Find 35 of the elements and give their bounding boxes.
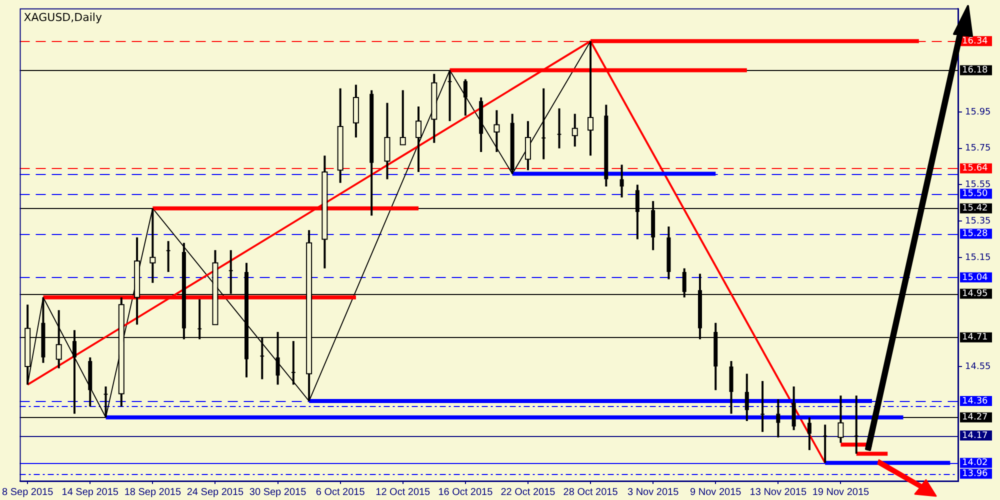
x-tick-label: 3 Nov 2015: [627, 486, 680, 498]
x-tick-label: 12 Oct 2015: [376, 486, 431, 498]
x-tick-label: 14 Sep 2015: [62, 486, 119, 498]
ref-line-label: 14.36: [962, 396, 988, 406]
y-tick-label: 15.55: [965, 180, 991, 190]
ref-line-label: 15.50: [962, 189, 988, 200]
x-tick-label: 13 Nov 2015: [750, 486, 807, 498]
y-tick-label: 14.55: [965, 362, 991, 372]
x-tick-label: 19 Nov 2015: [812, 486, 870, 498]
x-tick-label: 22 Oct 2015: [500, 486, 556, 498]
ref-line-label: 14.17: [962, 430, 988, 441]
x-tick-label: 16 Oct 2015: [438, 486, 494, 498]
x-tick-label: 8 Sep 2015: [2, 486, 54, 498]
y-tick-label: 15.15: [965, 252, 991, 263]
ref-line-label: 14.71: [962, 332, 988, 343]
ref-line-label: 15.28: [962, 229, 988, 240]
ref-line-label: 14.02: [962, 458, 988, 468]
y-tick-label: 15.75: [965, 144, 991, 154]
x-tick-label: 24 Sep 2015: [186, 486, 244, 498]
ref-line-label: 16.18: [962, 66, 988, 76]
ref-line-label: 14.95: [962, 289, 988, 300]
ref-line-label: 16.34: [962, 36, 988, 46]
ref-line-label: 15.42: [962, 204, 988, 214]
x-tick-label: 28 Oct 2015: [563, 486, 618, 498]
x-tick-label: 18 Sep 2015: [124, 486, 182, 498]
ref-line-label: 15.64: [962, 164, 988, 174]
x-tick-label: 9 Nov 2015: [690, 486, 742, 498]
y-tick-label: 15.95: [965, 107, 991, 118]
ref-line-label: 13.96: [962, 469, 988, 480]
ref-line-label: 15.04: [962, 272, 988, 283]
y-tick-label: 15.35: [965, 216, 991, 226]
x-tick-label: 30 Sep 2015: [249, 486, 307, 498]
ref-line-label: 14.27: [962, 412, 988, 423]
chart-title: XAGUSD,Daily: [24, 10, 102, 24]
x-tick-label: 6 Oct 2015: [316, 486, 366, 498]
